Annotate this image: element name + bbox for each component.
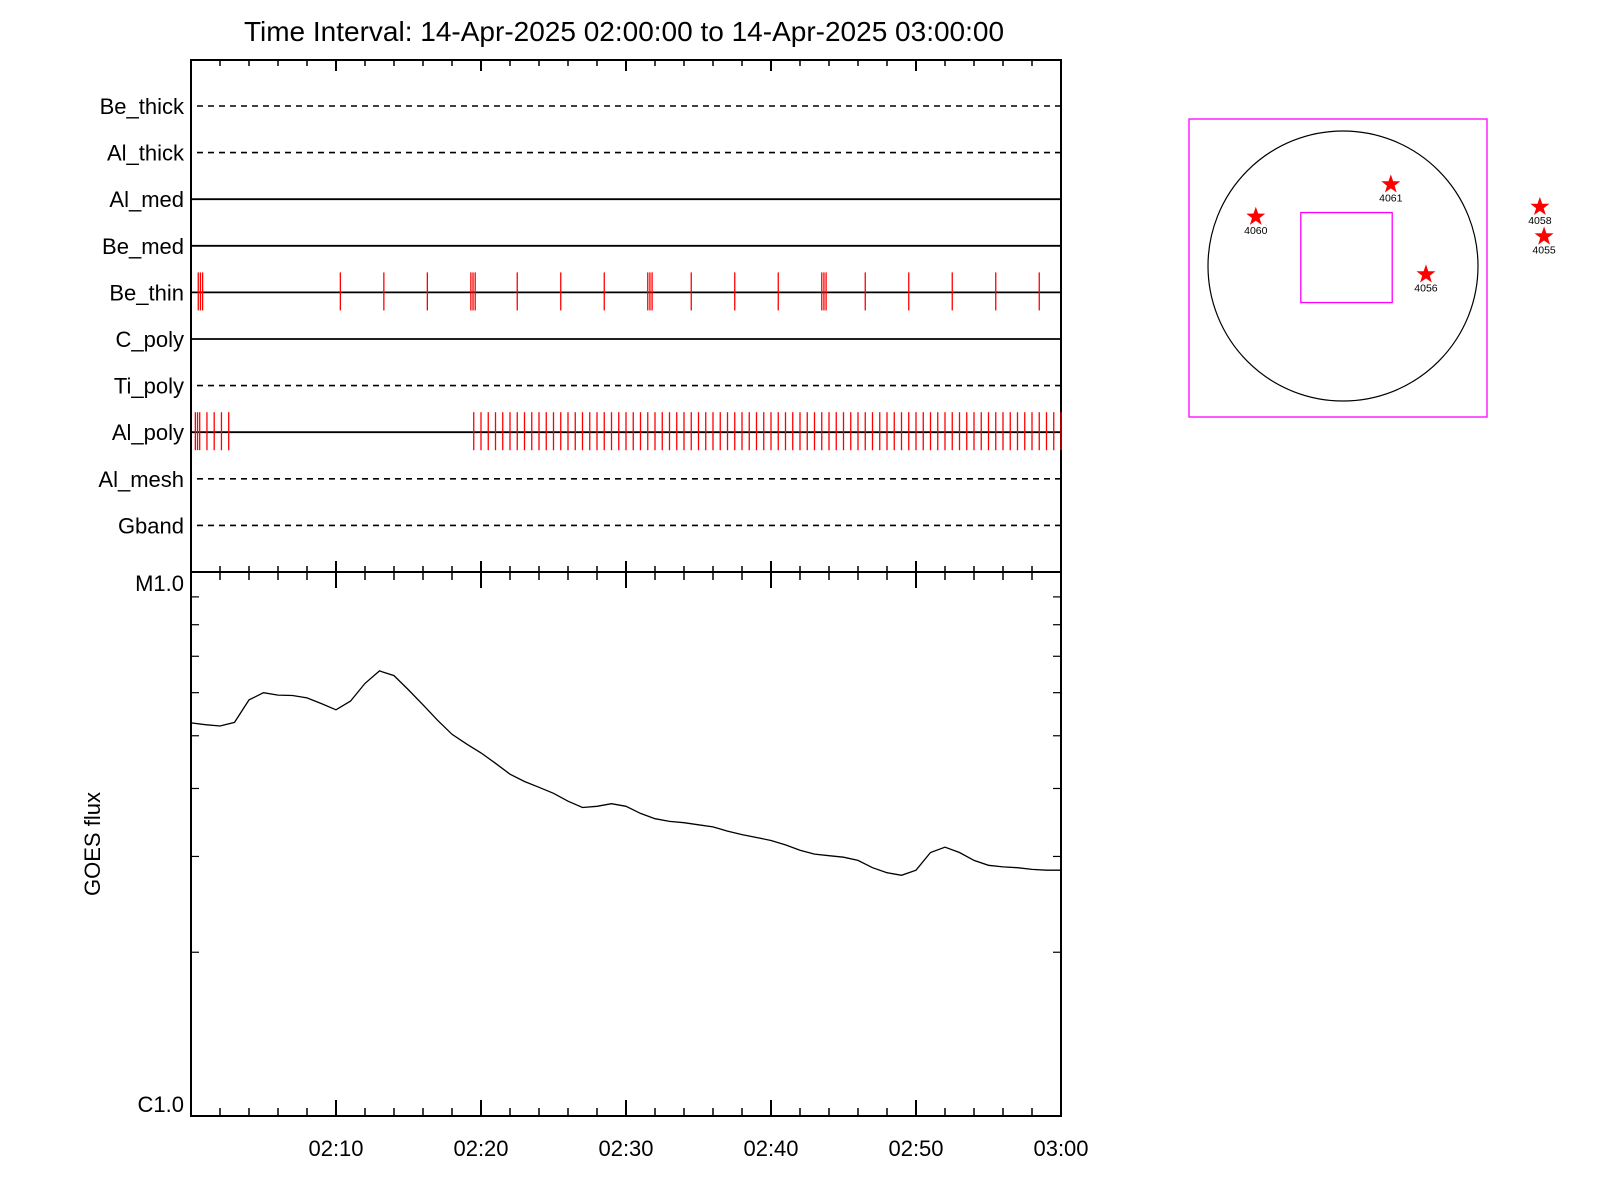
- channel-row-be-med: Be_med: [102, 234, 1061, 259]
- exposure-timeline-panel: Be_thick Al_thick Al_med Be_med Be_thin C_pol…: [98, 59, 1062, 573]
- channel-label: Al_mesh: [98, 467, 184, 492]
- region-label: 4056: [1414, 282, 1438, 294]
- region-4055: 4055: [1532, 226, 1556, 256]
- channel-label: C_poly: [116, 327, 184, 352]
- region-markers: 4060 4061 4058 4055 4056: [1244, 174, 1556, 294]
- region-4058: 4058: [1528, 196, 1552, 227]
- channel-label: Al_poly: [112, 420, 184, 445]
- goes-y-tick-labels: C1.0 M1.0: [135, 571, 184, 1117]
- goes-y-tick-label: M1.0: [135, 571, 184, 596]
- fov-rectangle: [1300, 211, 1393, 304]
- region-star-icon: [1416, 264, 1436, 283]
- goes-flux-panel: 02:10 02:20 02:30 02:40 02:50 03:00 C1.0M1.0 …: [80, 571, 1089, 1161]
- context-map-frame: [1188, 118, 1488, 418]
- region-label: 4058: [1528, 215, 1552, 227]
- goes-x-tick-label: 02:50: [888, 1136, 943, 1161]
- plot-title: Time Interval: 14-Apr-2025 02:00:00 to 1…: [244, 16, 1004, 47]
- channel-label: Ti_poly: [114, 374, 184, 399]
- goes-y-tick-label: C1.0: [138, 1092, 184, 1117]
- goes-x-tick-label: 02:40: [743, 1136, 798, 1161]
- goes-x-tick-label: 02:30: [598, 1136, 653, 1161]
- channel-row-be-thin: Be_thin: [109, 272, 1061, 311]
- region-4056: 4056: [1414, 264, 1438, 294]
- channel-row-gband: Gband: [118, 513, 1061, 538]
- goes-flux-line: [190, 670, 1061, 876]
- region-star-icon: [1381, 174, 1401, 193]
- channel-row-al-med: Al_med: [109, 187, 1061, 212]
- goes-x-tick-label: 02:20: [453, 1136, 508, 1161]
- region-4061: 4061: [1379, 174, 1403, 204]
- channel-rows: Be_thick Al_thick Al_med Be_med Be_thin C_pol…: [98, 94, 1062, 538]
- channel-label: Be_thick: [100, 94, 185, 119]
- goes-ticks: [190, 572, 1062, 1116]
- channel-label: Be_med: [102, 234, 184, 259]
- goes-x-tick-label: 03:00: [1033, 1136, 1088, 1161]
- channel-label: Al_thick: [107, 141, 185, 166]
- region-label: 4060: [1244, 225, 1268, 237]
- region-star-icon: [1246, 206, 1266, 225]
- context-map: 4060 4061 4058 4055 4056: [1188, 118, 1556, 418]
- channel-row-al-thick: Al_thick: [107, 141, 1061, 166]
- region-4060: 4060: [1244, 206, 1268, 237]
- region-star-icon: [1530, 196, 1550, 215]
- channel-row-be-thick: Be_thick: [100, 94, 1061, 119]
- region-star-icon: [1534, 226, 1554, 245]
- timeline-ticks: [190, 60, 1062, 572]
- channel-row-ti-poly: Ti_poly: [114, 374, 1061, 399]
- fov-box: [1300, 211, 1393, 304]
- channel-row-al-mesh: Al_mesh: [98, 467, 1061, 492]
- solar-disk: [1207, 130, 1479, 402]
- channel-label: Be_thin: [109, 280, 184, 305]
- region-label: 4055: [1532, 244, 1556, 256]
- goes-flux-series: [190, 670, 1061, 876]
- goes-frame: [190, 571, 1062, 1117]
- channel-row-c-poly: C_poly: [116, 327, 1061, 352]
- goes-x-tick-labels: 02:10 02:20 02:30 02:40 02:50 03:00: [308, 1136, 1088, 1161]
- timeline-frame: [190, 59, 1062, 573]
- goes-y-axis-label: GOES flux: [80, 792, 105, 896]
- channel-row-al-poly: Al_poly: [112, 412, 1062, 451]
- channel-label: Gband: [118, 513, 184, 538]
- channel-label: Al_med: [109, 187, 184, 212]
- region-label: 4061: [1379, 192, 1403, 204]
- goes-x-tick-label: 02:10: [308, 1136, 363, 1161]
